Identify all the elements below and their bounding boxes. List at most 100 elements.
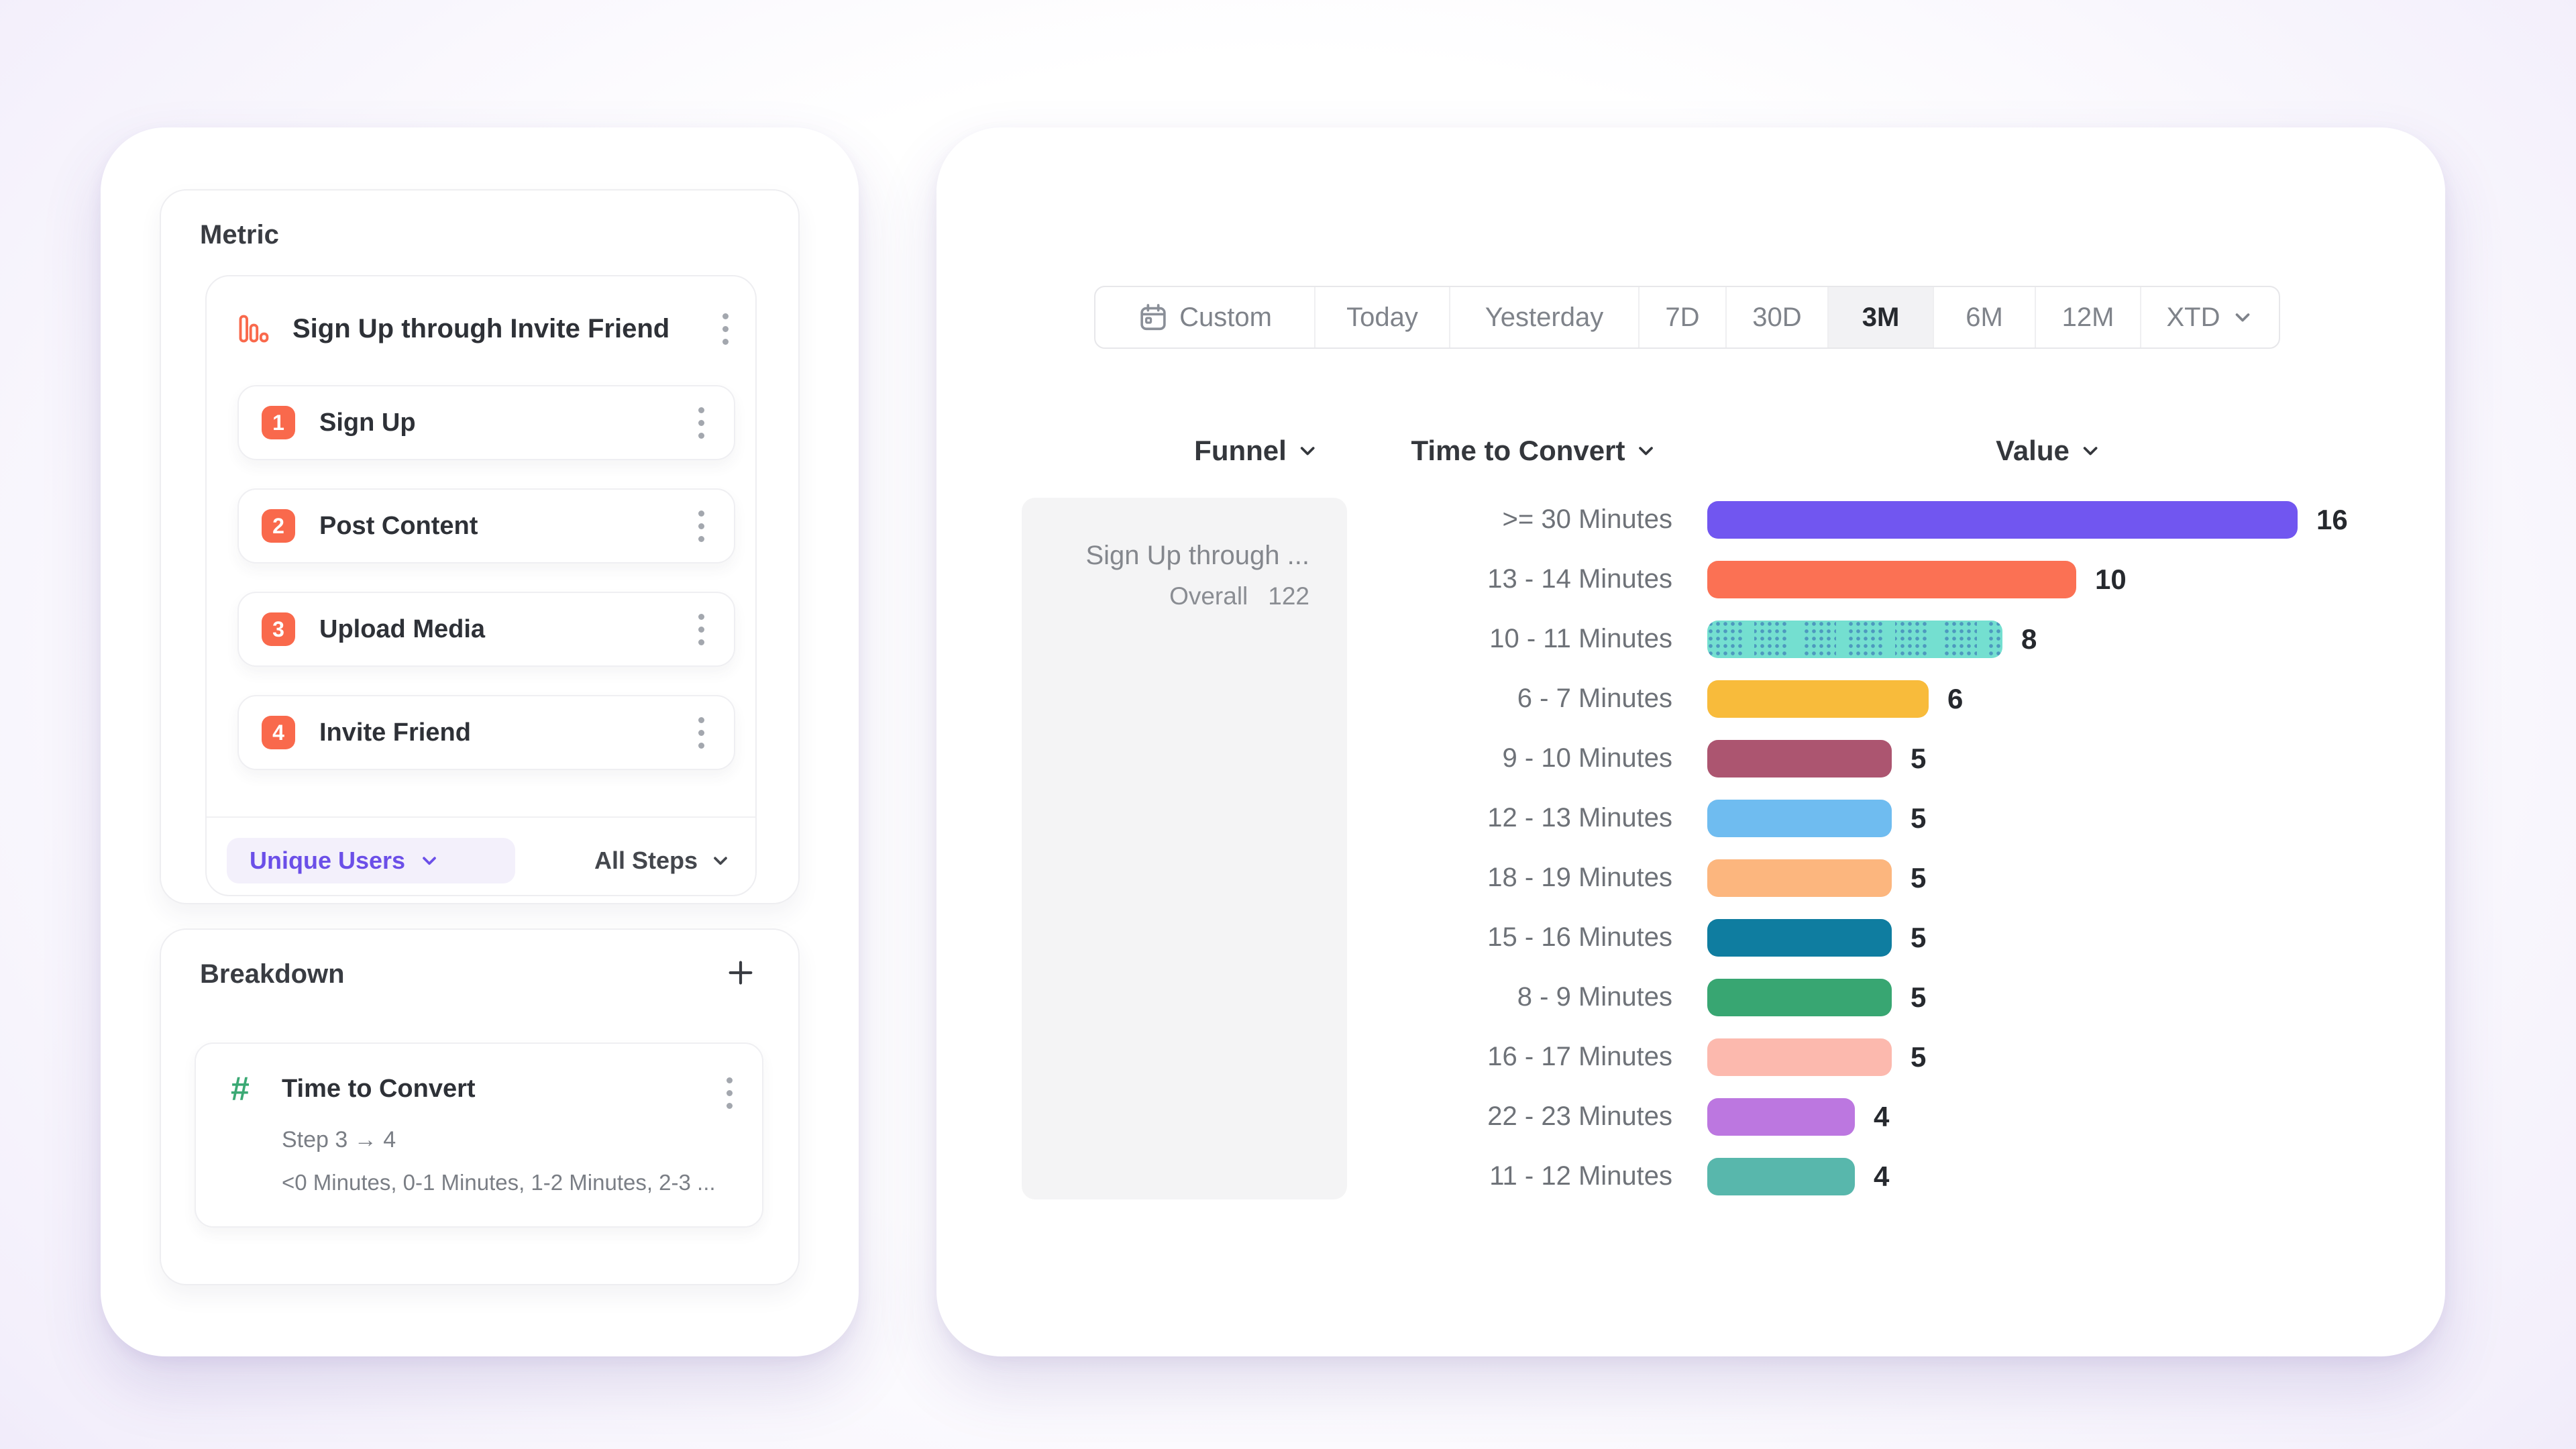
bar-value-label: 5 [1911,861,1927,894]
bar-category-label: 11 - 12 Minutes [1489,1161,1672,1191]
date-range-label: Today [1346,302,1418,332]
counting-method-label: Unique Users [250,847,406,874]
chart-row: 12 - 13 Minutes 5 [1366,788,2412,848]
date-range-yesterday[interactable]: Yesterday [1450,287,1640,347]
bar-segment[interactable] [1707,560,2076,598]
funnel-step-card-4[interactable]: 4 Invite Friend [237,695,735,770]
bar-segment[interactable] [1707,918,1892,957]
step-label: Post Content [319,511,478,540]
bar-segment[interactable] [1707,859,1892,897]
date-range-label: 12M [2061,302,2114,332]
funnel-summary-box[interactable]: Sign Up through ... Overall 122 [1022,498,1347,1199]
overall-value: 122 [1268,582,1309,610]
date-range-label: 6M [1966,302,2003,332]
kebab-icon[interactable] [716,307,735,352]
step-label: Sign Up [319,408,416,437]
bar-segment[interactable] [1707,739,1892,777]
bar-segment[interactable] [1707,978,1892,1016]
date-range-12m[interactable]: 12M [2036,287,2141,347]
chart-row: 11 - 12 Minutes 4 [1366,1146,2412,1206]
funnel-step-card-2[interactable]: 2 Post Content [237,488,735,564]
date-range-7d[interactable]: 7D [1640,287,1727,347]
bar-category-label: 18 - 19 Minutes [1487,863,1672,892]
report-panel: Custom Today Yesterday 7D 30D 3M 6M 12M XTD Funn… [936,127,2445,1356]
value-column-label: Value [1996,435,2070,466]
kebab-icon[interactable] [692,400,711,445]
kebab-icon[interactable] [692,607,711,652]
chart-row: 18 - 19 Minutes 5 [1366,848,2412,908]
breakdown-kebab-slot [720,1071,739,1116]
time-to-convert-column-header[interactable]: Time to Convert [1411,435,1658,467]
funnel-metric-header: Sign Up through Invite Friend [236,301,735,357]
bar-segment[interactable] [1707,1038,1892,1076]
bar-value-label: 10 [2095,563,2127,595]
bar-value-label: 5 [1911,1040,1927,1073]
date-range-xtd[interactable]: XTD [2141,287,2279,347]
calendar-icon [1140,304,1166,331]
step-label: Upload Media [319,614,486,643]
bar-segment[interactable] [1707,1157,1855,1195]
value-column-header[interactable]: Value [1996,435,2102,467]
date-range-label: Custom [1179,302,1272,332]
bar-segment[interactable] [1707,500,2298,539]
bar-segment[interactable] [1707,1097,1855,1136]
date-range-3m[interactable]: 3M [1829,287,1934,347]
chevron-down-icon [1300,447,1315,455]
bar-category-label: 13 - 14 Minutes [1487,564,1672,594]
funnel-column-header[interactable]: Funnel [1194,435,1319,467]
bar-segment[interactable] [1707,620,2002,658]
kebab-icon[interactable] [720,1071,739,1116]
date-range-30d[interactable]: 30D [1727,287,1829,347]
date-range-custom[interactable]: Custom [1095,287,1316,347]
funnel-summary-name: Sign Up through ... [1085,541,1309,570]
time-to-convert-bar-chart: >= 30 Minutes 16 13 - 14 Minutes 10 10 - 11 … [1366,490,2412,1206]
chart-rows: >= 30 Minutes 16 13 - 14 Minutes 10 10 - 11 … [1366,490,2412,1206]
bar-category-label: 6 - 7 Minutes [1517,684,1672,713]
date-range-label: Yesterday [1485,302,1604,332]
chevron-down-icon [714,857,727,865]
step-number-badge: 2 [262,509,295,543]
bar-value-label: 5 [1911,921,1927,953]
steps-filter-label: All Steps [594,847,698,874]
bar-value-label: 8 [2021,623,2037,655]
chart-row: 9 - 10 Minutes 5 [1366,729,2412,788]
funnel-step-card-1[interactable]: 1 Sign Up [237,385,735,460]
funnel-metric-card[interactable]: Sign Up through Invite Friend 1 Sign Up … [205,275,757,896]
time-to-convert-column-label: Time to Convert [1411,435,1625,466]
counting-method-dropdown[interactable]: Unique Users [227,838,515,883]
chart-row: 16 - 17 Minutes 5 [1366,1027,2412,1087]
date-range-label: 3M [1862,302,1900,332]
bar-value-label: 16 [2316,503,2348,535]
step-number-badge: 3 [262,612,295,646]
bar-segment[interactable] [1707,680,1929,718]
kebab-icon[interactable] [692,504,711,549]
query-builder-panel: Metric Sign Up through Invite Friend 1 S… [101,127,859,1356]
bar-value-label: 4 [1874,1100,1890,1132]
breakdown-property-card[interactable]: # Time to Convert Step 3 → 4 <0 Minutes,… [195,1042,763,1228]
step-number-badge: 1 [262,406,295,439]
step-number-badge: 4 [262,716,295,749]
date-range-label: XTD [2166,302,2220,332]
kebab-icon[interactable] [692,710,711,755]
bar-value-label: 4 [1874,1160,1890,1192]
add-breakdown-button[interactable] [722,954,759,991]
metric-section-title: Metric [200,220,279,250]
overall-label: Overall [1169,582,1248,610]
date-range-today[interactable]: Today [1316,287,1450,347]
chevron-down-icon [423,857,436,865]
funnel-footer: Unique Users All Steps [227,828,731,893]
bar-chart-icon [239,315,269,343]
date-range-6m[interactable]: 6M [1934,287,2036,347]
breakdown-section: Breakdown # Time to Convert Step 3 → 4 <… [160,928,800,1285]
divider [207,816,755,818]
bar-category-label: 12 - 13 Minutes [1487,803,1672,833]
steps-filter-dropdown[interactable]: All Steps [594,847,731,875]
bar-category-label: 10 - 11 Minutes [1489,624,1672,653]
funnel-step-card-3[interactable]: 3 Upload Media [237,592,735,667]
bar-segment[interactable] [1707,799,1892,837]
chevron-down-icon [1639,447,1653,455]
step-label: Invite Friend [319,718,471,747]
breakdown-property-title: Time to Convert [282,1075,476,1103]
bar-category-label: 9 - 10 Minutes [1502,743,1672,773]
chart-row: 6 - 7 Minutes 6 [1366,669,2412,729]
